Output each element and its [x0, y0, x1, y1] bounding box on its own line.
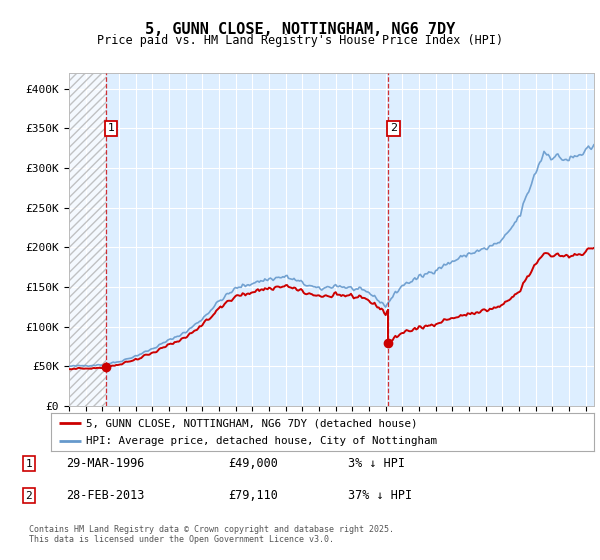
Text: 1: 1 [25, 459, 32, 469]
Text: 5, GUNN CLOSE, NOTTINGHAM, NG6 7DY: 5, GUNN CLOSE, NOTTINGHAM, NG6 7DY [145, 22, 455, 36]
Text: 2: 2 [25, 491, 32, 501]
Text: Contains HM Land Registry data © Crown copyright and database right 2025.
This d: Contains HM Land Registry data © Crown c… [29, 525, 394, 544]
Text: 2: 2 [390, 123, 397, 133]
Text: Price paid vs. HM Land Registry's House Price Index (HPI): Price paid vs. HM Land Registry's House … [97, 34, 503, 47]
Text: 28-FEB-2013: 28-FEB-2013 [66, 489, 145, 502]
Text: 3% ↓ HPI: 3% ↓ HPI [348, 457, 405, 470]
Text: £79,110: £79,110 [228, 489, 278, 502]
Text: 1: 1 [107, 123, 115, 133]
Text: HPI: Average price, detached house, City of Nottingham: HPI: Average price, detached house, City… [86, 436, 437, 446]
Text: £49,000: £49,000 [228, 457, 278, 470]
Bar [69, 73, 106, 406]
Text: 37% ↓ HPI: 37% ↓ HPI [348, 489, 412, 502]
Text: 29-MAR-1996: 29-MAR-1996 [66, 457, 145, 470]
Text: 5, GUNN CLOSE, NOTTINGHAM, NG6 7DY (detached house): 5, GUNN CLOSE, NOTTINGHAM, NG6 7DY (deta… [86, 418, 418, 428]
